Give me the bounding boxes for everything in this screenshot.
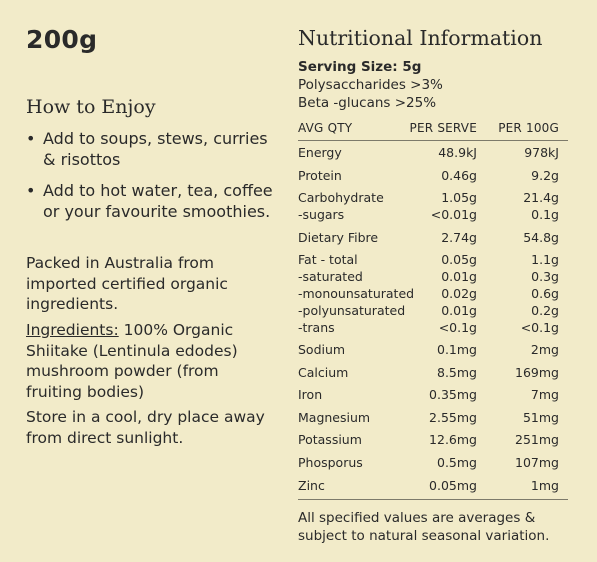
per-serve-value: 1.05g <box>441 190 477 205</box>
serving-size: Serving Size: 5g <box>298 59 422 75</box>
nutrient-name: -sugars <box>298 207 345 222</box>
storage-text: Store in a cool, dry place away from dir… <box>26 408 265 447</box>
nutrition-footer: All specified values are averages & subj… <box>298 510 550 544</box>
nutrient-name: Energy <box>298 145 342 160</box>
nutrient-name: -trans <box>298 320 335 335</box>
per-serve-value: 0.35mg <box>429 387 477 402</box>
beta-glucans: Beta -glucans >25% <box>298 95 437 111</box>
per-serve-value: <0.01g <box>430 207 477 222</box>
per-100g-value: 978kJ <box>524 145 559 160</box>
nutrient-name: Iron <box>298 387 323 402</box>
per-100g-value: 0.3g <box>531 269 559 284</box>
footer-divider <box>298 499 568 500</box>
per-100g-value: 2mg <box>530 342 559 357</box>
per-100g-value: 51mg <box>522 410 559 425</box>
bullet-icon: • <box>26 129 36 148</box>
per-serve-value: 2.55mg <box>429 410 477 425</box>
per-100g-value: 1mg <box>530 478 559 493</box>
per-100g-value: 1.1g <box>531 252 559 267</box>
per-100g-value: 54.8g <box>523 230 559 245</box>
per-100g-value: 0.1g <box>531 207 559 222</box>
per-serve-value: 0.1mg <box>437 342 477 357</box>
nutrient-name: -polyunsaturated <box>298 303 406 318</box>
per-serve-value: 12.6mg <box>429 432 477 447</box>
header-avg-qty: AVG QTY <box>298 121 353 135</box>
nutrition-title: Nutritional Information <box>298 26 543 50</box>
how-to-enjoy-title: How to Enjoy <box>26 96 156 118</box>
list-item: • Add to soups, stews, curries & risottos <box>26 128 276 170</box>
nutrient-name: Dietary Fibre <box>298 230 379 245</box>
header-per-100g: PER 100G <box>498 121 559 135</box>
nutrient-name: -saturated <box>298 269 363 284</box>
list-item-text: Add to soups, stews, curries & risottos <box>43 129 268 169</box>
nutrient-name: Sodium <box>298 342 346 357</box>
per-serve-value: 48.9kJ <box>438 145 477 160</box>
per-100g-value: <0.1g <box>520 320 559 335</box>
ingredients-label: Ingredients: <box>26 321 119 339</box>
weight-label: 200g <box>26 25 98 54</box>
packed-text: Packed in Australia from imported certif… <box>26 254 228 313</box>
ingredients-value: 100% Organic Shiitake (Lentinula edodes)… <box>26 321 238 401</box>
nutrient-name: -monounsaturated <box>298 286 415 301</box>
nutrition-table: AVG QTY PER SERVE PER 100G Energy 48.9kJ 9… <box>298 116 568 493</box>
list-item: • Add to hot water, tea, coffee or your f… <box>26 180 276 222</box>
per-serve-value: 2.74g <box>441 230 477 245</box>
ingredients-text: Ingredients: 100% Organic Shiitake (Lent… <box>26 320 276 402</box>
nutrient-name: Protein <box>298 168 342 183</box>
nutrient-name: Phosporus <box>298 455 363 470</box>
per-100g-value: 9.2g <box>531 168 559 183</box>
per-100g-value: 21.4g <box>523 190 559 205</box>
nutrient-name: Carbohydrate <box>298 190 384 205</box>
per-serve-value: 0.01g <box>441 303 477 318</box>
per-serve-value: 0.05g <box>441 252 477 267</box>
per-100g-value: 0.6g <box>531 286 559 301</box>
nutrient-name: Potassium <box>298 432 362 447</box>
per-100g-value: 107mg <box>515 455 559 470</box>
list-item-text: Add to hot water, tea, coffee or your fa… <box>43 181 273 221</box>
per-100g-value: 0.2g <box>531 303 559 318</box>
per-100g-value: 7mg <box>530 387 559 402</box>
bullet-icon: • <box>26 181 36 200</box>
nutrient-name: Calcium <box>298 365 349 380</box>
polysaccharides: Polysaccharides >3% <box>298 77 443 93</box>
header-per-serve: PER SERVE <box>409 121 477 135</box>
per-serve-value: 0.02g <box>441 286 477 301</box>
nutrient-name: Fat - total <box>298 252 358 267</box>
table-header: AVG QTY PER SERVE PER 100G <box>298 116 568 141</box>
nutrient-name: Zinc <box>298 478 325 493</box>
per-serve-value: 0.5mg <box>437 455 477 470</box>
per-serve-value: 0.46g <box>441 168 477 183</box>
per-serve-value: <0.1g <box>438 320 477 335</box>
per-serve-value: 0.01g <box>441 269 477 284</box>
per-serve-value: 8.5mg <box>437 365 477 380</box>
per-serve-value: 0.05mg <box>429 478 477 493</box>
per-100g-value: 251mg <box>515 432 559 447</box>
how-to-enjoy-list: • Add to soups, stews, curries & risottos… <box>26 128 276 232</box>
per-100g-value: 169mg <box>515 365 559 380</box>
nutrient-name: Magnesium <box>298 410 371 425</box>
